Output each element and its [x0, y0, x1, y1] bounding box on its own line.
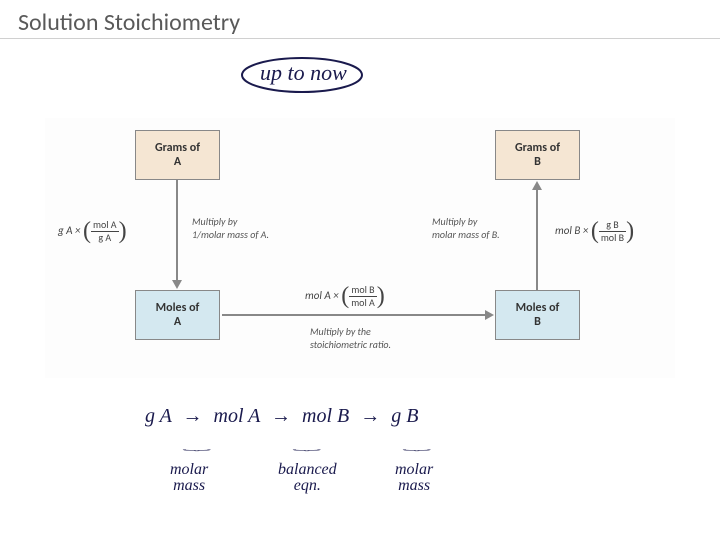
arrowhead-down-a	[172, 280, 182, 289]
hw-gA: g A	[145, 405, 172, 427]
note-right-2: molar mass of B.	[432, 228, 500, 241]
note-left-2: 1/molar mass of A.	[192, 228, 269, 241]
note-mid-1: Multiply by the	[310, 325, 371, 338]
hw-arrow-1: →	[183, 405, 203, 428]
hw-label-balanced-eqn: balanced eqn.	[278, 462, 337, 494]
box-moles-b: Moles of B	[495, 290, 580, 340]
box-grams-a: Grams of A	[135, 130, 220, 180]
hw-arrow-2: →	[271, 405, 291, 428]
hw-label-molar-mass-1: molar mass	[170, 462, 208, 494]
box-moles-a: Moles of A	[135, 290, 220, 340]
formula-right-molB: mol B ×	[555, 224, 588, 237]
formula-left-gA: g A ×	[58, 224, 80, 237]
circle-annotation	[232, 54, 372, 97]
hw-label-molar-mass-2: molar mass	[395, 462, 433, 494]
hw-arrow-3: →	[360, 405, 380, 428]
hw-molB: mol B	[302, 405, 349, 427]
title-underline	[0, 38, 720, 39]
page-title: Solution Stoichiometry	[18, 8, 240, 37]
note-right-1: Multiply by	[432, 215, 477, 228]
formula-left: g A × (mol Ag A)	[58, 218, 127, 245]
arrowhead-right	[485, 310, 494, 320]
formula-left-den: g A	[91, 232, 119, 244]
arrow-moles-a-to-moles-b	[222, 314, 485, 316]
arrowhead-up-b	[532, 181, 542, 190]
note-left-1: Multiply by	[192, 215, 237, 228]
arrow-grams-a-to-moles-a	[176, 180, 178, 280]
hw-molA: mol A	[214, 405, 261, 427]
arrow-moles-b-to-grams-b	[536, 190, 538, 290]
formula-right-den: mol B	[599, 232, 626, 244]
formula-right: mol B × (g Bmol B)	[555, 218, 634, 245]
brace-3: ⏟	[402, 443, 431, 452]
handwriting-chain: g A → mol A → mol B → g B	[145, 405, 418, 428]
hw-gB: g B	[391, 405, 418, 427]
note-mid-2: stoichiometric ratio.	[310, 338, 391, 351]
box-grams-b: Grams of B	[495, 130, 580, 180]
formula-mid-molA: mol A ×	[305, 289, 339, 302]
formula-mid-den: mol A	[349, 297, 377, 309]
brace-1: ⏟	[182, 443, 211, 452]
formula-mid: mol A × (mol Bmol A)	[305, 283, 385, 310]
brace-2: ⏟	[292, 443, 321, 452]
